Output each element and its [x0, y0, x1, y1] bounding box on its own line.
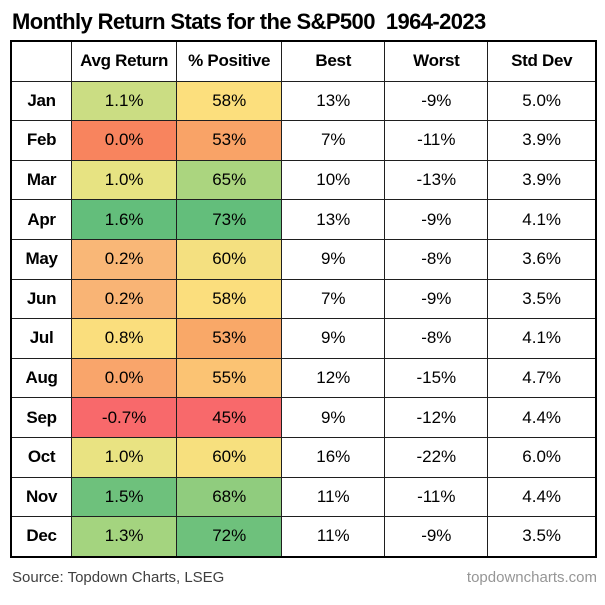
- pct-positive-cell: 60%: [176, 436, 283, 478]
- best-cell: 11%: [281, 516, 386, 558]
- best-cell: 7%: [281, 278, 386, 320]
- month-label: Dec: [10, 516, 73, 558]
- avg-return-cell: 1.5%: [71, 476, 178, 518]
- best-cell: 11%: [281, 476, 386, 518]
- month-label: Nov: [10, 476, 73, 518]
- pct-positive-cell: 73%: [176, 199, 283, 240]
- pct-positive-cell: 72%: [176, 516, 283, 558]
- std-dev-cell: 3.5%: [487, 516, 597, 558]
- worst-cell: -11%: [384, 120, 489, 161]
- worst-cell: -8%: [384, 238, 489, 280]
- table-row: Jun 0.2% 58% 7% -9% 3.5%: [10, 278, 597, 320]
- avg-return-cell: 1.1%: [71, 80, 178, 122]
- monthly-return-stats-table: Avg Return % Positive Best Worst Std Dev…: [10, 40, 597, 558]
- table-row: Jan 1.1% 58% 13% -9% 5.0%: [10, 80, 597, 122]
- month-label: Oct: [10, 436, 73, 478]
- pct-positive-cell: 58%: [176, 80, 283, 122]
- pct-positive-cell: 65%: [176, 159, 283, 201]
- best-cell: 7%: [281, 120, 386, 161]
- pct-positive-cell: 58%: [176, 278, 283, 320]
- avg-return-cell: 1.0%: [71, 159, 178, 201]
- table-row: Feb 0.0% 53% 7% -11% 3.9%: [10, 120, 597, 161]
- header-std-dev: Std Dev: [487, 40, 597, 82]
- worst-cell: -13%: [384, 159, 489, 201]
- worst-cell: -12%: [384, 397, 489, 438]
- avg-return-cell: -0.7%: [71, 397, 178, 438]
- pct-positive-cell: 60%: [176, 238, 283, 280]
- pct-positive-cell: 53%: [176, 120, 283, 161]
- month-label: Sep: [10, 397, 73, 438]
- best-cell: 13%: [281, 199, 386, 240]
- source-text: Source: Topdown Charts, LSEG: [12, 568, 225, 586]
- best-cell: 16%: [281, 436, 386, 478]
- month-label: Jul: [10, 318, 73, 359]
- table-row: Dec 1.3% 72% 11% -9% 3.5%: [10, 516, 597, 558]
- best-cell: 9%: [281, 397, 386, 438]
- pct-positive-cell: 53%: [176, 318, 283, 359]
- best-cell: 13%: [281, 80, 386, 122]
- std-dev-cell: 4.4%: [487, 476, 597, 518]
- worst-cell: -9%: [384, 80, 489, 122]
- month-label: Mar: [10, 159, 73, 201]
- month-label: Aug: [10, 357, 73, 399]
- worst-cell: -9%: [384, 199, 489, 240]
- worst-cell: -8%: [384, 318, 489, 359]
- website-text: topdowncharts.com: [466, 568, 597, 586]
- header-best: Best: [281, 40, 386, 82]
- month-label: Feb: [10, 120, 73, 161]
- avg-return-cell: 0.0%: [71, 120, 178, 161]
- table-header: Avg Return % Positive Best Worst Std Dev: [10, 40, 597, 82]
- std-dev-cell: 6.0%: [487, 436, 597, 478]
- std-dev-cell: 4.1%: [487, 318, 597, 359]
- month-label: Jun: [10, 278, 73, 320]
- avg-return-cell: 0.2%: [71, 238, 178, 280]
- avg-return-cell: 1.6%: [71, 199, 178, 240]
- best-cell: 9%: [281, 238, 386, 280]
- avg-return-cell: 1.0%: [71, 436, 178, 478]
- worst-cell: -22%: [384, 436, 489, 478]
- table-row: Mar 1.0% 65% 10% -13% 3.9%: [10, 159, 597, 201]
- month-label: May: [10, 238, 73, 280]
- header-avg-return: Avg Return: [71, 40, 178, 82]
- footer: Source: Topdown Charts, LSEG topdownchar…: [12, 569, 597, 586]
- table-row: Nov 1.5% 68% 11% -11% 4.4%: [10, 476, 597, 518]
- std-dev-cell: 3.9%: [487, 159, 597, 201]
- header-worst: Worst: [384, 40, 489, 82]
- avg-return-cell: 1.3%: [71, 516, 178, 558]
- worst-cell: -9%: [384, 278, 489, 320]
- table-body: Jan 1.1% 58% 13% -9% 5.0% Feb 0.0% 53% 7% -11% 3.9%…: [10, 80, 597, 558]
- header-row: Avg Return % Positive Best Worst Std Dev: [10, 40, 597, 82]
- month-label: Apr: [10, 199, 73, 240]
- best-cell: 9%: [281, 318, 386, 359]
- std-dev-cell: 5.0%: [487, 80, 597, 122]
- table-row: Apr 1.6% 73% 13% -9% 4.1%: [10, 199, 597, 240]
- pct-positive-cell: 45%: [176, 397, 283, 438]
- table-row: Jul 0.8% 53% 9% -8% 4.1%: [10, 318, 597, 359]
- pct-positive-cell: 55%: [176, 357, 283, 399]
- std-dev-cell: 3.9%: [487, 120, 597, 161]
- avg-return-cell: 0.2%: [71, 278, 178, 320]
- worst-cell: -9%: [384, 516, 489, 558]
- table-row: Sep -0.7% 45% 9% -12% 4.4%: [10, 397, 597, 438]
- std-dev-cell: 3.5%: [487, 278, 597, 320]
- std-dev-cell: 4.1%: [487, 199, 597, 240]
- avg-return-cell: 0.8%: [71, 318, 178, 359]
- table-row: Oct 1.0% 60% 16% -22% 6.0%: [10, 436, 597, 478]
- month-label: Jan: [10, 80, 73, 122]
- page-title: Monthly Return Stats for the S&P500 1964…: [12, 9, 486, 34]
- avg-return-cell: 0.0%: [71, 357, 178, 399]
- table-row: May 0.2% 60% 9% -8% 3.6%: [10, 238, 597, 280]
- worst-cell: -11%: [384, 476, 489, 518]
- header-month: [10, 40, 73, 82]
- worst-cell: -15%: [384, 357, 489, 399]
- header-pct-positive: % Positive: [176, 40, 283, 82]
- table-row: Aug 0.0% 55% 12% -15% 4.7%: [10, 357, 597, 399]
- std-dev-cell: 3.6%: [487, 238, 597, 280]
- best-cell: 12%: [281, 357, 386, 399]
- std-dev-cell: 4.7%: [487, 357, 597, 399]
- best-cell: 10%: [281, 159, 386, 201]
- pct-positive-cell: 68%: [176, 476, 283, 518]
- std-dev-cell: 4.4%: [487, 397, 597, 438]
